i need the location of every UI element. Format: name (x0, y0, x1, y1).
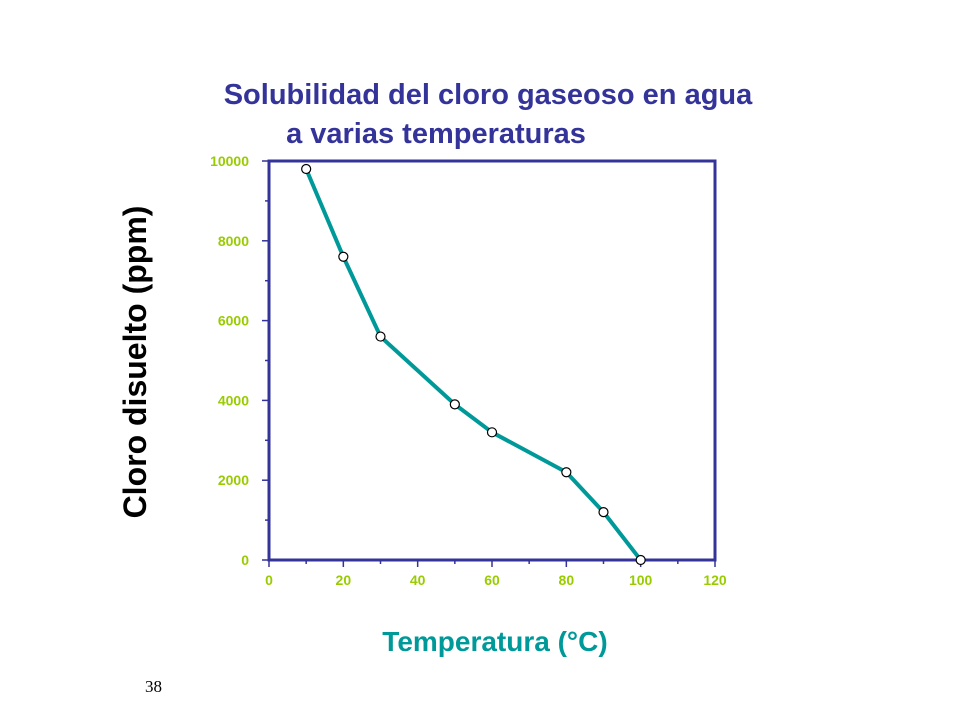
series-line (304, 168, 643, 562)
x-axis-label: Temperatura (°C) (382, 626, 607, 657)
y-tick-label: 8000 (218, 233, 249, 249)
y-tick-label: 2000 (218, 472, 249, 488)
chart-title-line-1: Solubilidad del cloro gaseoso en agua (224, 79, 753, 111)
y-tick-label: 0 (241, 552, 249, 568)
data-point (301, 163, 312, 175)
data-point (375, 331, 386, 342)
plot-area (267, 159, 717, 562)
chart-title-line-2: a varias temperaturas (286, 118, 586, 150)
x-tick-label: 60 (484, 572, 500, 588)
y-axis: 0 2000 4000 6000 8000 10000 (210, 153, 269, 568)
data-point (338, 251, 349, 262)
x-tick-label: 80 (559, 572, 575, 588)
x-tick-label: 120 (703, 572, 727, 588)
data-points (301, 163, 646, 566)
x-tick-label: 20 (336, 572, 352, 588)
data-point (449, 399, 460, 410)
y-axis-label: Cloro disuelto (ppm) (117, 206, 153, 519)
data-point (561, 467, 572, 478)
x-axis: 0 20 40 60 80 100 120 (265, 560, 727, 588)
y-tick-label: 6000 (218, 313, 249, 329)
y-tick-label: 4000 (218, 392, 249, 408)
x-tick-label: 100 (629, 572, 653, 588)
x-tick-label: 0 (265, 572, 273, 588)
y-tick-label: 10000 (210, 153, 249, 169)
x-tick-label: 40 (410, 572, 426, 588)
data-point (486, 427, 498, 438)
data-point (598, 507, 609, 518)
page-number: 38 (145, 677, 162, 696)
data-point (635, 554, 646, 566)
